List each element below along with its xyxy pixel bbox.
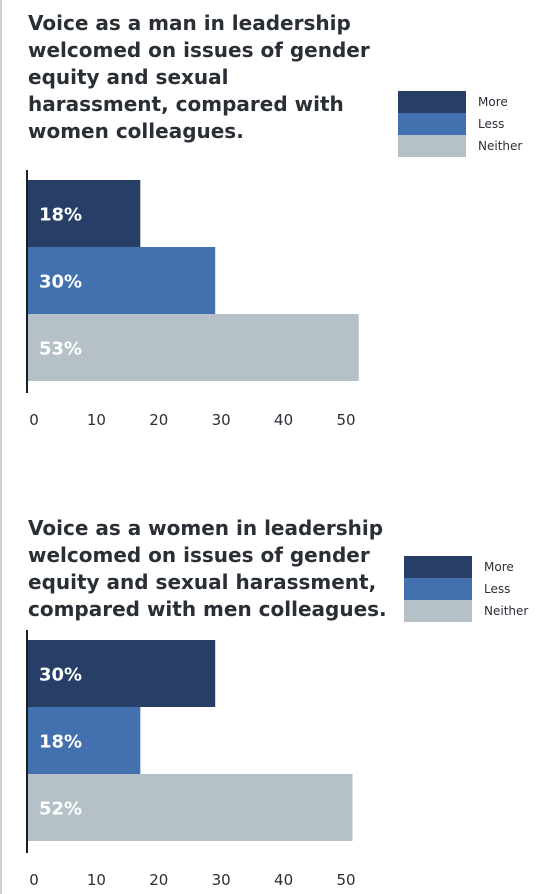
legend-label: More: [484, 560, 514, 574]
legend-label: Less: [484, 582, 511, 596]
chart-title-line: equity and sexual harassment,: [28, 570, 377, 594]
x-tick-label: 20: [149, 871, 168, 889]
chart-title-line: harassment, compared with: [28, 92, 344, 116]
legend-swatch-more: [404, 556, 472, 578]
x-tick-label: 10: [87, 871, 106, 889]
chart-title-line: welcomed on issues of gender: [28, 543, 370, 567]
chart-title: Voice as a man in leadership welcomed on…: [28, 10, 370, 145]
bar-chart: 18% 30% 53% 0 10 20 30 40 50: [26, 170, 359, 429]
x-tick-label: 30: [212, 871, 231, 889]
legend-swatch-neither: [404, 600, 472, 622]
legend-item-less: Less: [404, 578, 528, 600]
chart-title-line: Voice as a women in leadership: [28, 516, 384, 540]
legend-swatch-less: [398, 113, 466, 135]
bar-more: [28, 640, 216, 707]
legend-label: More: [478, 95, 508, 109]
chart-legend: More Less Neither: [404, 556, 528, 622]
bar-less: [28, 247, 216, 314]
legend-item-less: Less: [398, 113, 522, 135]
chart-title-line: compared with men colleagues.: [28, 597, 387, 621]
legend-item-more: More: [404, 556, 528, 578]
data-label: 18%: [39, 205, 82, 226]
x-tick-label: 20: [149, 411, 168, 429]
x-tick-label: 0: [29, 871, 39, 889]
legend-item-more: More: [398, 91, 522, 113]
bar-neither: [28, 314, 359, 381]
x-tick-label: 30: [212, 411, 231, 429]
chart-panel-2: Voice as a women in leadership welcomed …: [0, 505, 555, 894]
x-tick-label: 50: [336, 411, 355, 429]
bar-chart: 30% 18% 52% 0 10 20 30 40 50: [26, 630, 356, 889]
legend-swatch-less: [404, 578, 472, 600]
x-tick-label: 50: [336, 871, 355, 889]
x-tick-label: 40: [274, 411, 293, 429]
legend-swatch-neither: [398, 135, 466, 157]
chart-title-line: Voice as a man in leadership: [28, 11, 351, 35]
data-label: 53%: [39, 339, 82, 360]
x-tick-label: 40: [274, 871, 293, 889]
data-label: 30%: [39, 272, 82, 293]
chart-panel-1: Voice as a man in leadership welcomed on…: [0, 0, 555, 440]
data-label: 52%: [39, 799, 82, 820]
legend-swatch-more: [398, 91, 466, 113]
bar-less: [28, 707, 141, 774]
chart-legend: More Less Neither: [398, 91, 522, 157]
chart-title-line: equity and sexual: [28, 65, 229, 89]
data-label: 30%: [39, 665, 82, 686]
chart-title-line: welcomed on issues of gender: [28, 38, 370, 62]
chart-title: Voice as a women in leadership welcomed …: [28, 515, 387, 623]
legend-item-neither: Neither: [398, 135, 522, 157]
bar-more: [28, 180, 141, 247]
legend-label: Less: [478, 117, 505, 131]
x-tick-label: 0: [29, 411, 39, 429]
legend-label: Neither: [478, 139, 523, 153]
data-label: 18%: [39, 732, 82, 753]
x-tick-label: 10: [87, 411, 106, 429]
legend-label: Neither: [484, 604, 529, 618]
bar-neither: [28, 774, 353, 841]
chart-title-line: women colleagues.: [28, 119, 244, 143]
page-edge-line: [0, 0, 2, 894]
legend-item-neither: Neither: [404, 600, 528, 622]
